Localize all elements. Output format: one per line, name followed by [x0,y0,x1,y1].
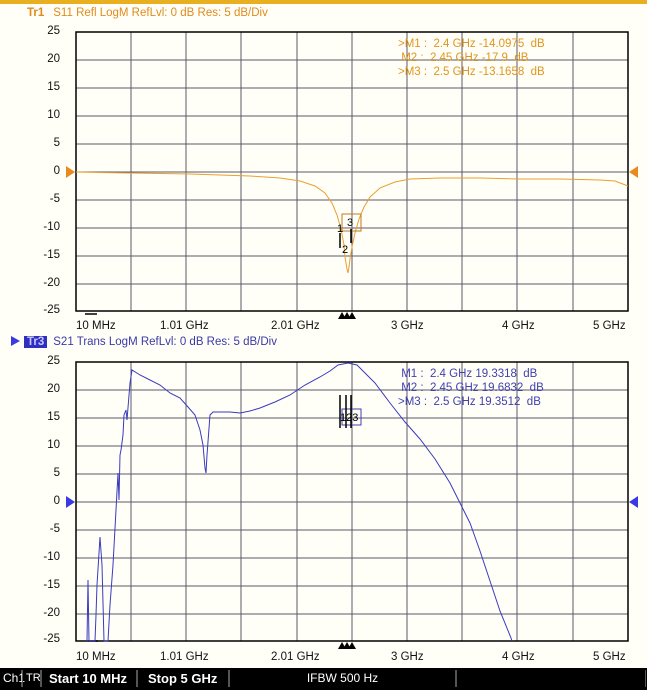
y-tick: 20 [47,383,60,395]
y-tick: -20 [43,277,60,289]
y-tick: -20 [43,607,60,619]
x-tick: 3 GHz [391,320,424,332]
mode-indicator[interactable]: TR [22,670,41,687]
s21-marker-m2: M2 : 2.45 GHz 19.6832 dB [398,382,544,394]
y-tick: 0 [53,495,60,507]
status-empty-cell [456,670,646,687]
y-tick: 15 [47,81,60,93]
trace1-header[interactable]: Tr1 S11 Refl LogM RefLvl: 0 dB Res: 5 dB/… [0,6,268,20]
y-tick: 25 [47,25,60,37]
y-tick: -25 [43,304,60,316]
y-tick: -10 [43,221,60,233]
y-tick: 5 [53,467,60,479]
s11-grid: 1 3 2 [66,31,638,319]
channel-indicator[interactable]: Ch1 [0,670,25,687]
y-tick: -15 [43,249,60,261]
x-tick: 10 MHz [76,320,116,332]
s21-grid: 123 [66,361,638,649]
x-tick: 2.01 GHz [271,651,320,663]
x-tick: 1.01 GHz [160,651,209,663]
stop-frequency[interactable]: Stop 5 GHz [137,670,229,687]
x-tick: 10 MHz [76,651,116,663]
x-tick: 1.01 GHz [160,320,209,332]
trace1-settings: S11 Refl LogM RefLvl: 0 dB Res: 5 dB/Div [53,7,268,19]
trace1-tag[interactable]: Tr1 [27,7,45,19]
x-tick: 5 GHz [593,320,626,332]
x-tick: 2.01 GHz [271,320,320,332]
start-frequency[interactable]: Start 10 MHz [41,670,137,687]
ifbw-value[interactable]: IFBW 500 Hz [229,670,456,687]
y-tick: -15 [43,579,60,591]
svg-text:3: 3 [347,217,353,229]
s21-marker-m3: >M3 : 2.5 GHz 19.3512 dB [398,396,541,408]
y-tick: -25 [43,633,60,645]
y-tick: 15 [47,411,60,423]
x-tick: 4 GHz [502,651,535,663]
y-tick: 0 [53,165,60,177]
x-tick: 5 GHz [593,651,626,663]
x-tick: 4 GHz [502,320,535,332]
y-tick: 25 [47,355,60,367]
y-tick: 5 [53,137,60,149]
s21-marker-m1: M1 : 2.4 GHz 19.3318 dB [398,368,538,380]
trace3-settings: S21 Trans LogM RefLvl: 0 dB Res: 5 dB/Di… [53,336,277,348]
y-tick: 10 [47,109,60,121]
status-bar: Ch1 TR Start 10 MHz Stop 5 GHz IFBW 500 … [0,668,647,690]
y-tick: 10 [47,439,60,451]
svg-text:2: 2 [342,244,348,256]
trace3-tag[interactable]: Tr3 [24,336,48,348]
y-tick: -5 [49,193,60,205]
s11-marker-m1: >M1 : 2.4 GHz -14.0975 dB [398,38,545,50]
trace3-header[interactable]: Tr3 S21 Trans LogM RefLvl: 0 dB Res: 5 dB… [0,335,277,349]
active-trace-arrow-icon [11,336,20,346]
y-tick: 20 [47,53,60,65]
title-accent-bar [0,0,647,4]
s11-marker-m2: M2 : 2.45 GHz -17.9 dB [398,52,529,64]
y-tick: -5 [49,523,60,535]
y-tick: -10 [43,551,60,563]
x-tick: 3 GHz [391,651,424,663]
s11-marker-m3: >M3 : 2.5 GHz -13.1658 dB [398,66,545,78]
svg-text:1: 1 [337,223,343,235]
svg-text:123: 123 [340,412,358,424]
